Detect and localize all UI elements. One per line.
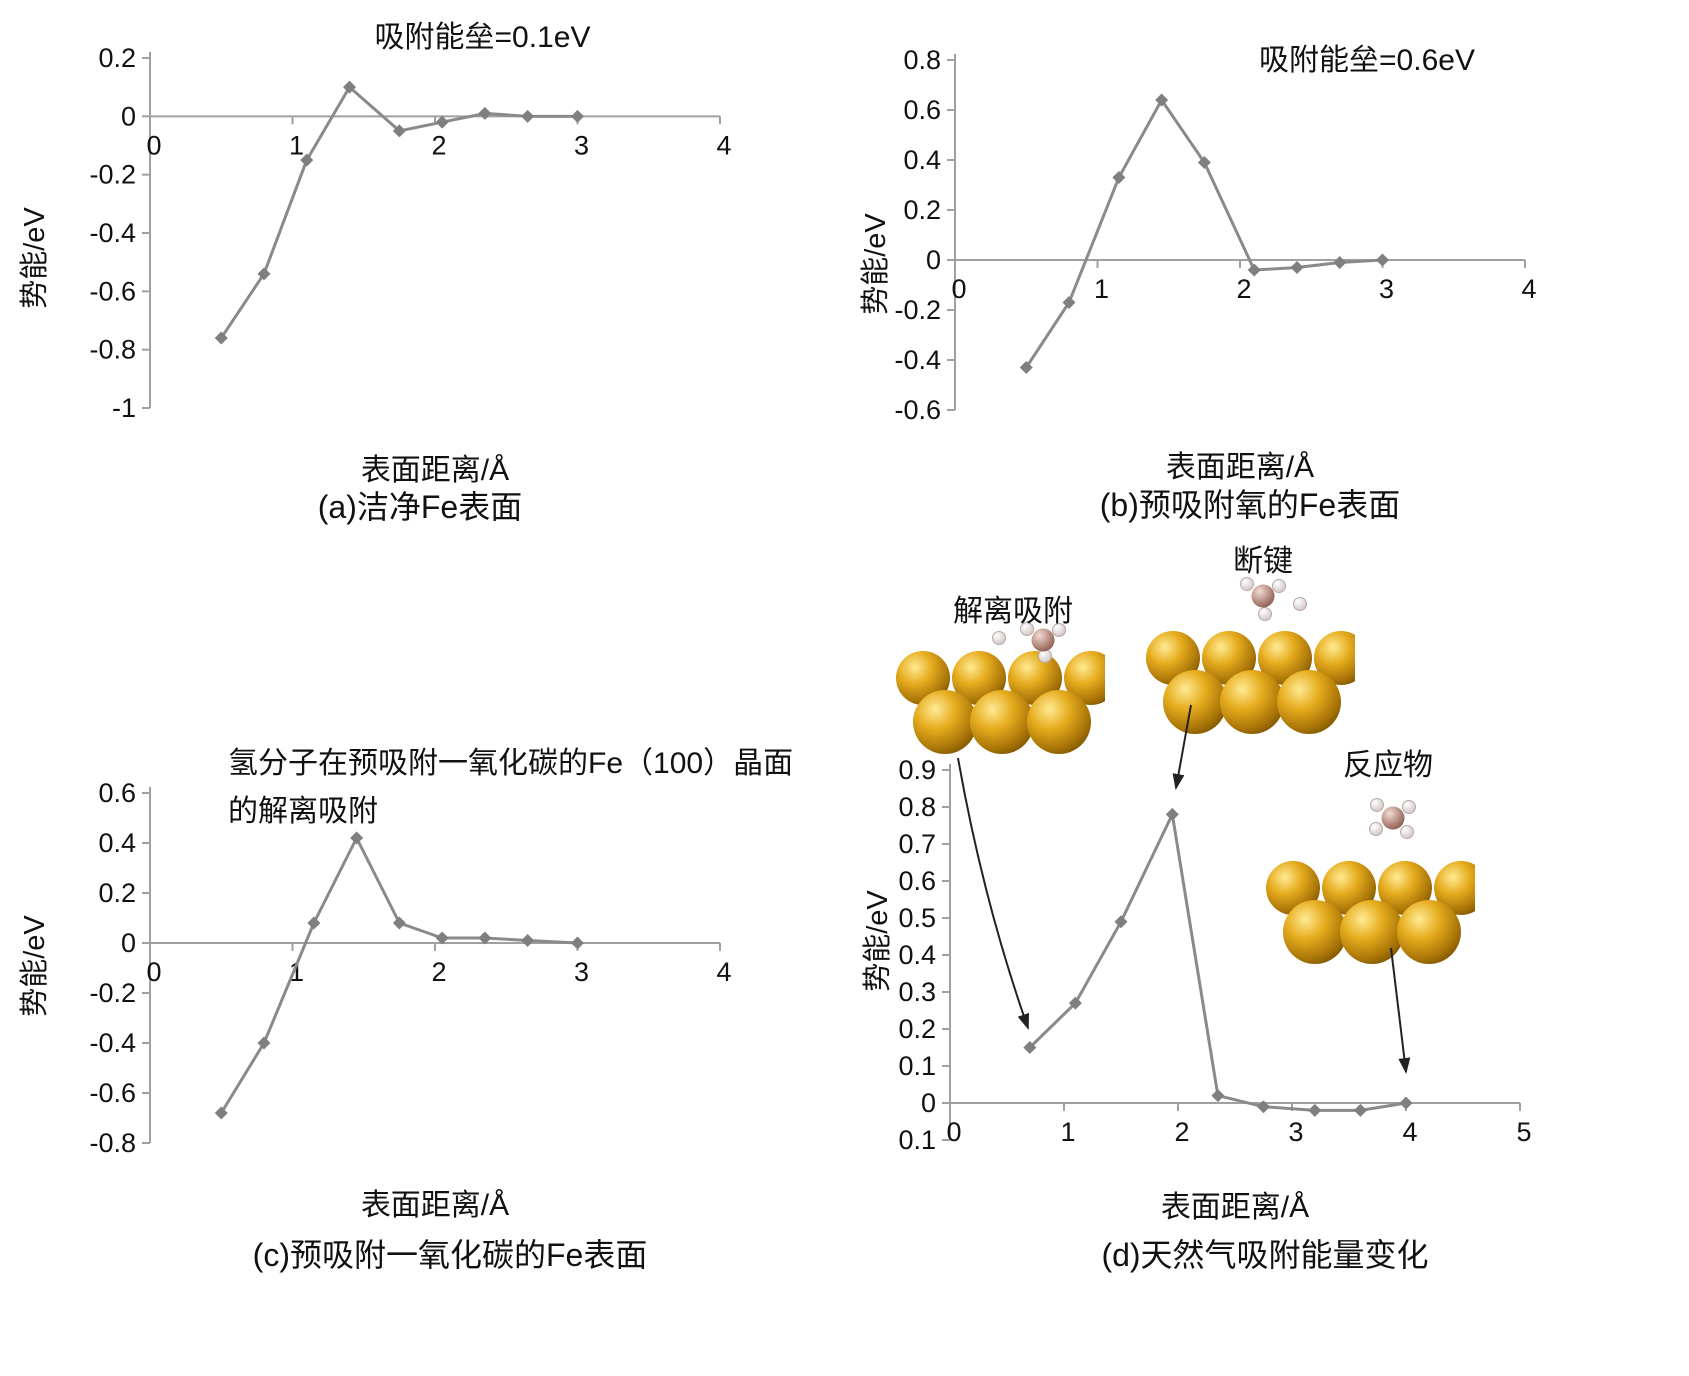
- chart-d-plot: 0.9 0.8 0.7 0.6 0.5 0.4 0.3 0.2 0.1 0 0.1 0 1 2 3 4 5: [898, 755, 1531, 1155]
- panel-clean-fe-surface: 吸附能垒=0.1eV 势能/eV 0.2 0 -0.2 -0.4 -0.6 -0.8 -1 0…: [0, 0, 845, 530]
- chart-d-caption: (d)天然气吸附能量变化: [1101, 1237, 1429, 1273]
- svg-text:-0.2: -0.2: [894, 295, 941, 325]
- chart-c-xlabel: 表面距离/Å: [360, 1189, 510, 1222]
- svg-text:2: 2: [1174, 1117, 1189, 1147]
- chart-b-xlabel: 表面距离/Å: [1165, 451, 1315, 484]
- svg-text:0.2: 0.2: [98, 878, 136, 908]
- svg-text:4: 4: [716, 130, 731, 160]
- svg-text:0: 0: [926, 245, 941, 275]
- svg-text:0: 0: [951, 274, 966, 304]
- chart-c-plot: 0.6 0.4 0.2 0 -0.2 -0.4 -0.6 -0.8 0 1 2 3 4: [89, 778, 731, 1158]
- svg-text:0.4: 0.4: [98, 828, 136, 858]
- svg-text:0.6: 0.6: [903, 95, 941, 125]
- svg-text:-1: -1: [112, 393, 136, 423]
- svg-text:0.4: 0.4: [898, 940, 936, 970]
- svg-text:2: 2: [1236, 274, 1251, 304]
- svg-text:0.6: 0.6: [98, 778, 136, 808]
- fe-cluster-adsorbed-molecule-icon: [896, 622, 1105, 754]
- svg-text:0.4: 0.4: [903, 145, 941, 175]
- svg-text:1: 1: [289, 130, 304, 160]
- svg-text:0: 0: [946, 1117, 961, 1147]
- svg-text:0.1: 0.1: [898, 1051, 936, 1081]
- panel-natural-gas-adsorption-energy: 解离吸附 断键 反应物 势能/eV 0.9 0.8 0.7 0.6 0.5 0.4 0.3 0…: [845, 530, 1689, 1376]
- svg-text:0: 0: [121, 101, 136, 131]
- panel-preadsorbed-co-fe-surface: 氢分子在预吸附一氧化碳的Fe（100）晶面 的解离吸附 势能/eV 0.6 0.4…: [0, 530, 845, 1376]
- svg-text:0: 0: [146, 957, 161, 987]
- svg-text:3: 3: [574, 130, 589, 160]
- chart-b-caption: (b)预吸附氧的Fe表面: [1099, 487, 1401, 523]
- chart-c-title: 氢分子在预吸附一氧化碳的Fe（100）晶面 的解离吸附: [228, 747, 794, 828]
- svg-text:0.2: 0.2: [898, 1014, 936, 1044]
- svg-text:0: 0: [146, 130, 161, 160]
- svg-text:-0.6: -0.6: [89, 276, 136, 306]
- svg-text:-0.8: -0.8: [89, 335, 136, 365]
- svg-text:1: 1: [289, 957, 304, 987]
- svg-text:0.8: 0.8: [903, 45, 941, 75]
- svg-text:1: 1: [1094, 274, 1109, 304]
- svg-text:0.2: 0.2: [98, 43, 136, 73]
- panel-preadsorbed-oxygen-fe-surface: 吸附能垒=0.6eV 势能/eV 0.8 0.6 0.4 0.2 0 -0.2 -0.4 -0…: [845, 0, 1689, 530]
- svg-text:4: 4: [716, 957, 731, 987]
- svg-text:-0.6: -0.6: [894, 395, 941, 425]
- svg-text:-0.2: -0.2: [89, 978, 136, 1008]
- chart-b-title: 吸附能垒=0.6eV: [1259, 44, 1475, 77]
- svg-text:-0.4: -0.4: [89, 1028, 136, 1058]
- svg-text:0.7: 0.7: [898, 829, 936, 859]
- chart-a-title: 吸附能垒=0.1eV: [374, 21, 591, 54]
- svg-text:2: 2: [431, 957, 446, 987]
- chart-c-caption: (c)预吸附一氧化碳的Fe表面: [252, 1237, 648, 1273]
- svg-text:1: 1: [1060, 1117, 1075, 1147]
- svg-text:0.3: 0.3: [898, 977, 936, 1007]
- svg-text:0.5: 0.5: [898, 903, 936, 933]
- fe-cluster-free-molecule-icon: [1266, 798, 1475, 964]
- svg-text:3: 3: [574, 957, 589, 987]
- svg-text:0.1: 0.1: [898, 1125, 936, 1155]
- svg-text:-0.6: -0.6: [89, 1078, 136, 1108]
- fe-cluster-bond-breaking-molecule-icon: [1146, 577, 1355, 734]
- svg-text:5: 5: [1516, 1117, 1531, 1147]
- svg-text:-0.8: -0.8: [89, 1128, 136, 1158]
- chart-a-caption: (a)洁净Fe表面: [317, 489, 523, 525]
- svg-text:4: 4: [1402, 1117, 1417, 1147]
- svg-text:3: 3: [1379, 274, 1394, 304]
- chart-b-plot: 0.8 0.6 0.4 0.2 0 -0.2 -0.4 -0.6 0 1 2 3 4: [894, 45, 1536, 425]
- svg-text:-0.4: -0.4: [894, 345, 941, 375]
- svg-text:2: 2: [431, 130, 446, 160]
- svg-text:3: 3: [1288, 1117, 1303, 1147]
- annotation-label-reactant: 反应物: [1343, 749, 1433, 782]
- chart-a-xlabel: 表面距离/Å: [360, 454, 510, 487]
- svg-text:-0.2: -0.2: [89, 160, 136, 190]
- svg-text:4: 4: [1521, 274, 1536, 304]
- svg-text:0: 0: [121, 928, 136, 958]
- svg-text:0.9: 0.9: [898, 755, 936, 785]
- svg-text:0.2: 0.2: [903, 195, 941, 225]
- svg-text:-0.4: -0.4: [89, 218, 136, 248]
- chart-d-xlabel: 表面距离/Å: [1160, 1191, 1310, 1224]
- chart-a-plot: 0.2 0 -0.2 -0.4 -0.6 -0.8 -1 0 1 2 3 4: [89, 43, 731, 423]
- svg-text:0.8: 0.8: [898, 792, 936, 822]
- annotation-label-bond-breaking: 断键: [1233, 545, 1293, 578]
- annotation-label-dissociative-adsorption: 解离吸附: [953, 595, 1073, 628]
- svg-text:0: 0: [921, 1088, 936, 1118]
- svg-text:0.6: 0.6: [898, 866, 936, 896]
